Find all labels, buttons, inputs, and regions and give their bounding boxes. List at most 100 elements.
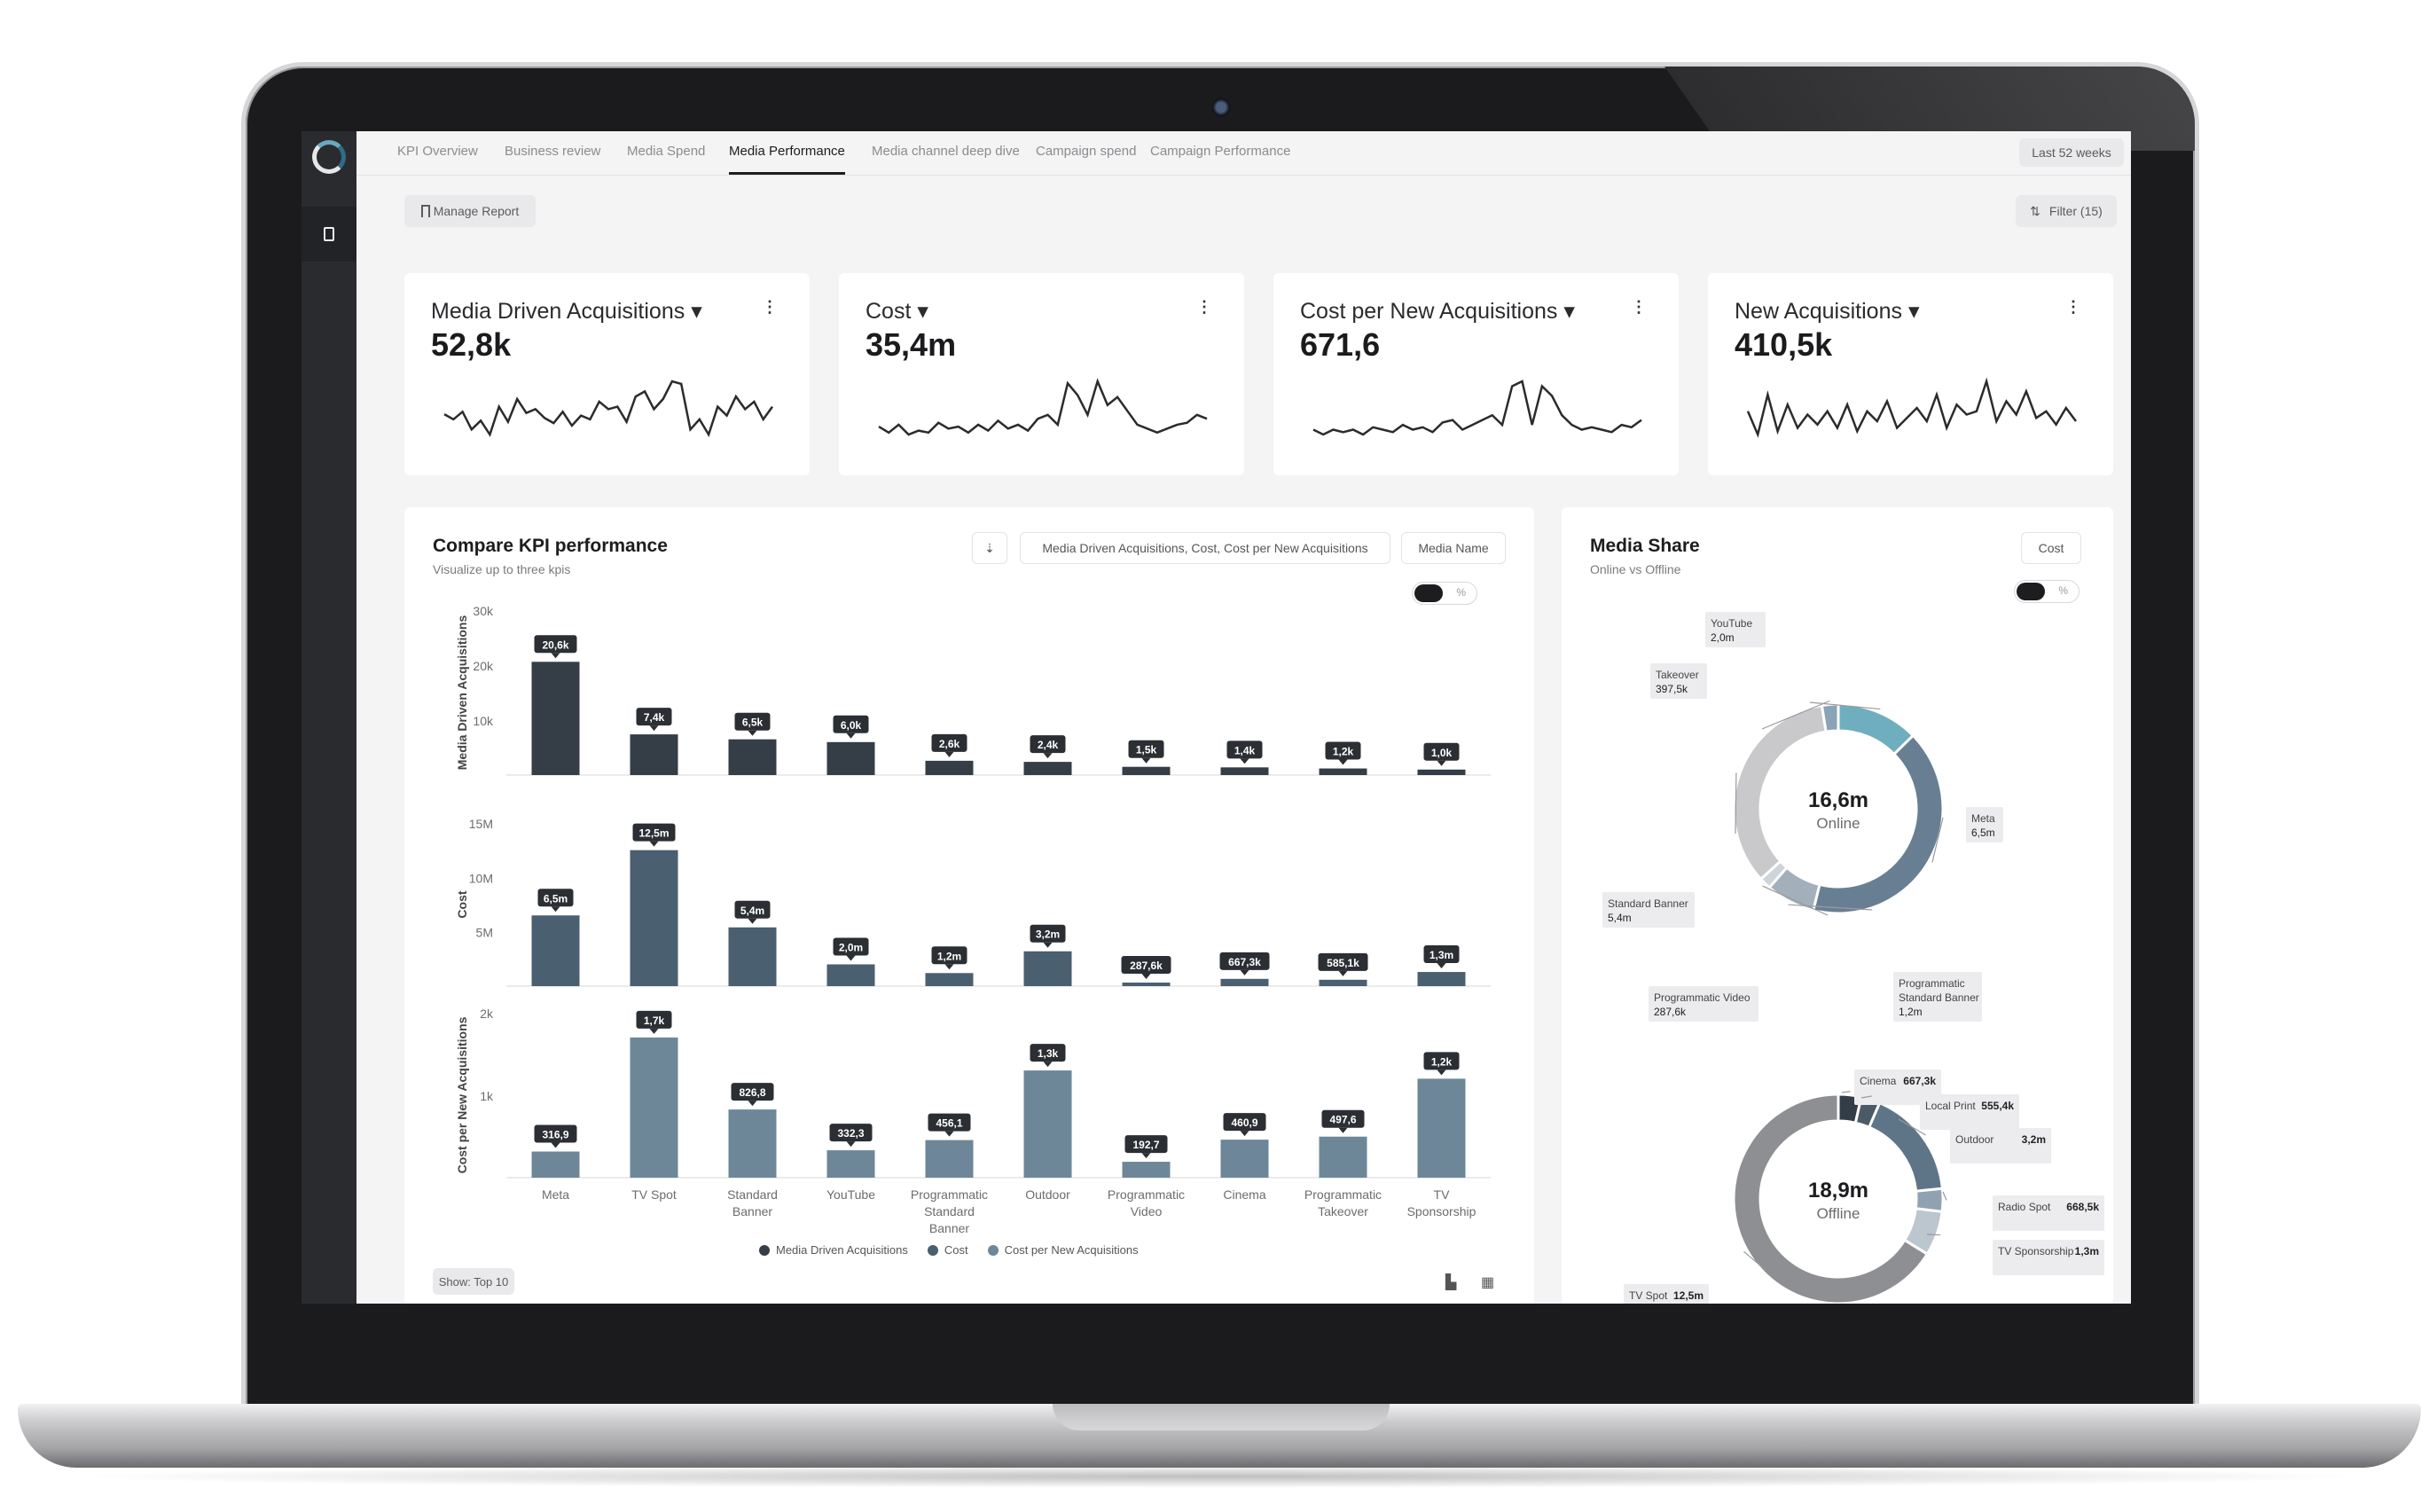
caret-down-icon: ▾ bbox=[1563, 299, 1575, 324]
toggle-knob bbox=[1414, 584, 1443, 602]
filter-button[interactable]: ⇅ Filter (15) bbox=[2016, 195, 2117, 227]
more-options-icon[interactable]: ⋮ bbox=[1631, 298, 1647, 316]
data-label-pointer bbox=[846, 955, 856, 961]
tab-campaign-spend[interactable]: Campaign spend bbox=[1036, 144, 1137, 159]
bar[interactable] bbox=[1220, 978, 1269, 986]
sparkline-path bbox=[443, 380, 774, 437]
table-view-icon[interactable]: ▦ bbox=[1481, 1275, 1495, 1290]
bar-chart-view-icon[interactable]: ▙ bbox=[1445, 1275, 1457, 1290]
data-label: 1,2k bbox=[1431, 1055, 1453, 1068]
bar[interactable] bbox=[925, 1140, 974, 1178]
data-label-bg bbox=[1223, 1113, 1266, 1132]
percent-toggle[interactable]: % bbox=[2014, 580, 2080, 603]
percent-toggle[interactable]: % bbox=[1412, 582, 1477, 605]
bar[interactable] bbox=[728, 927, 777, 986]
tab-media-channel-deep-dive[interactable]: Media channel deep dive bbox=[872, 144, 1020, 159]
bar[interactable] bbox=[826, 964, 875, 986]
data-label-pointer bbox=[1437, 963, 1446, 969]
callout-value: 5,4m bbox=[1608, 912, 1632, 924]
bar[interactable] bbox=[630, 850, 678, 986]
kpi-card-cost[interactable]: Cost ▾ 35,4m ⋮ bbox=[839, 273, 1244, 475]
bar[interactable] bbox=[531, 915, 580, 986]
kpi-title[interactable]: New Acquisitions ▾ bbox=[1735, 298, 1920, 325]
bar[interactable] bbox=[925, 760, 974, 775]
dimension-selector[interactable]: Media Name bbox=[1401, 532, 1506, 564]
callout-value: 667,3k bbox=[1903, 1075, 1936, 1087]
more-options-icon[interactable]: ⋮ bbox=[1196, 298, 1212, 316]
bar[interactable] bbox=[1023, 951, 1072, 986]
manage-report-button[interactable]: Manage Report bbox=[404, 195, 536, 227]
bar[interactable] bbox=[1220, 1140, 1269, 1178]
bar[interactable] bbox=[630, 734, 678, 775]
bar[interactable] bbox=[826, 741, 875, 775]
kpi-card-cost-per-new-acquisitions[interactable]: Cost per New Acquisitions ▾ 671,6 ⋮ bbox=[1273, 273, 1679, 475]
bar[interactable] bbox=[1319, 768, 1367, 775]
data-label: 826,8 bbox=[739, 1086, 765, 1099]
kpi-card-media-driven-acquisitions[interactable]: Media Driven Acquisitions ▾ 52,8k ⋮ bbox=[404, 273, 810, 475]
date-range-button[interactable]: Last 52 weeks bbox=[2019, 138, 2124, 167]
data-label-pointer bbox=[1437, 1069, 1446, 1076]
bar[interactable] bbox=[1023, 1070, 1072, 1178]
bar[interactable] bbox=[1417, 972, 1466, 986]
y-axis-label: Media Driven Acquisitions bbox=[455, 615, 469, 771]
bar[interactable] bbox=[1220, 767, 1269, 775]
kpi-title[interactable]: Cost per New Acquisitions ▾ bbox=[1300, 298, 1575, 325]
tab-business-review[interactable]: Business review bbox=[505, 144, 601, 159]
callout-box bbox=[1966, 807, 2003, 842]
data-label-pointer bbox=[551, 906, 560, 913]
data-label-bg bbox=[1325, 741, 1361, 760]
tab-media-spend[interactable]: Media Spend bbox=[627, 144, 706, 159]
legend-item[interactable]: Cost bbox=[927, 1243, 968, 1257]
compare-kpi-card: Compare KPI performance Visualize up to … bbox=[404, 507, 1534, 1304]
bar[interactable] bbox=[925, 973, 974, 986]
kpi-title[interactable]: Cost ▾ bbox=[866, 298, 928, 325]
tab-media-performance[interactable]: Media Performance bbox=[729, 144, 845, 175]
more-options-icon[interactable]: ⋮ bbox=[2065, 298, 2081, 316]
legend-item[interactable]: Media Driven Acquisitions bbox=[759, 1243, 908, 1257]
bar[interactable] bbox=[1319, 1136, 1367, 1178]
data-label-bg bbox=[636, 1010, 672, 1029]
legend-label: Cost per New Acquisitions bbox=[1004, 1243, 1139, 1257]
bar[interactable] bbox=[728, 739, 777, 775]
bar[interactable] bbox=[1319, 979, 1367, 986]
callout-box bbox=[1602, 892, 1695, 928]
callout-line bbox=[1931, 817, 1944, 863]
callout-value: 555,4k bbox=[1981, 1100, 2014, 1112]
bar[interactable] bbox=[531, 662, 580, 775]
show-top-selector[interactable]: Show: Top 10 bbox=[433, 1268, 514, 1295]
data-label-pointer bbox=[944, 1131, 954, 1137]
metric-selector[interactable]: Cost bbox=[2021, 532, 2081, 564]
bar[interactable] bbox=[630, 1037, 678, 1178]
callout-value: 2,0m bbox=[1711, 631, 1735, 644]
tab-campaign-performance[interactable]: Campaign Performance bbox=[1150, 144, 1291, 159]
bar[interactable] bbox=[826, 1150, 875, 1178]
sort-button[interactable]: ⇣ bbox=[972, 532, 1007, 564]
bar[interactable] bbox=[531, 1151, 580, 1178]
tab-kpi-overview[interactable]: KPI Overview bbox=[397, 144, 478, 159]
kpi-selector[interactable]: Media Driven Acquisitions, Cost, Cost pe… bbox=[1020, 532, 1390, 564]
callout-value: 287,6k bbox=[1654, 1006, 1687, 1018]
sidebar-item-reports[interactable] bbox=[302, 207, 356, 262]
bar[interactable] bbox=[1122, 1162, 1171, 1178]
kpi-card-new-acquisitions[interactable]: New Acquisitions ▾ 410,5k ⋮ bbox=[1708, 273, 2113, 475]
donut-slice[interactable] bbox=[1732, 1093, 1930, 1304]
bar[interactable] bbox=[1023, 762, 1072, 775]
sparkline bbox=[1312, 380, 1642, 436]
more-options-icon[interactable]: ⋮ bbox=[762, 298, 778, 316]
bar[interactable] bbox=[1417, 1078, 1466, 1178]
donut-slice[interactable] bbox=[1820, 702, 1840, 733]
data-label-bg bbox=[829, 1124, 873, 1142]
callout-line bbox=[1809, 701, 1881, 710]
bar[interactable] bbox=[728, 1109, 777, 1178]
callout-line bbox=[1942, 1191, 1947, 1201]
bar[interactable] bbox=[1122, 983, 1171, 986]
bar[interactable] bbox=[1122, 766, 1171, 775]
kpi-title[interactable]: Media Driven Acquisitions ▾ bbox=[431, 298, 702, 325]
app-logo-icon[interactable] bbox=[312, 140, 346, 174]
data-label: 287,6k bbox=[1130, 960, 1163, 972]
bar[interactable] bbox=[1417, 769, 1466, 775]
caret-down-icon: ▾ bbox=[691, 299, 702, 324]
legend-item[interactable]: Cost per New Acquisitions bbox=[987, 1243, 1139, 1257]
callout-box bbox=[1950, 1128, 2051, 1163]
